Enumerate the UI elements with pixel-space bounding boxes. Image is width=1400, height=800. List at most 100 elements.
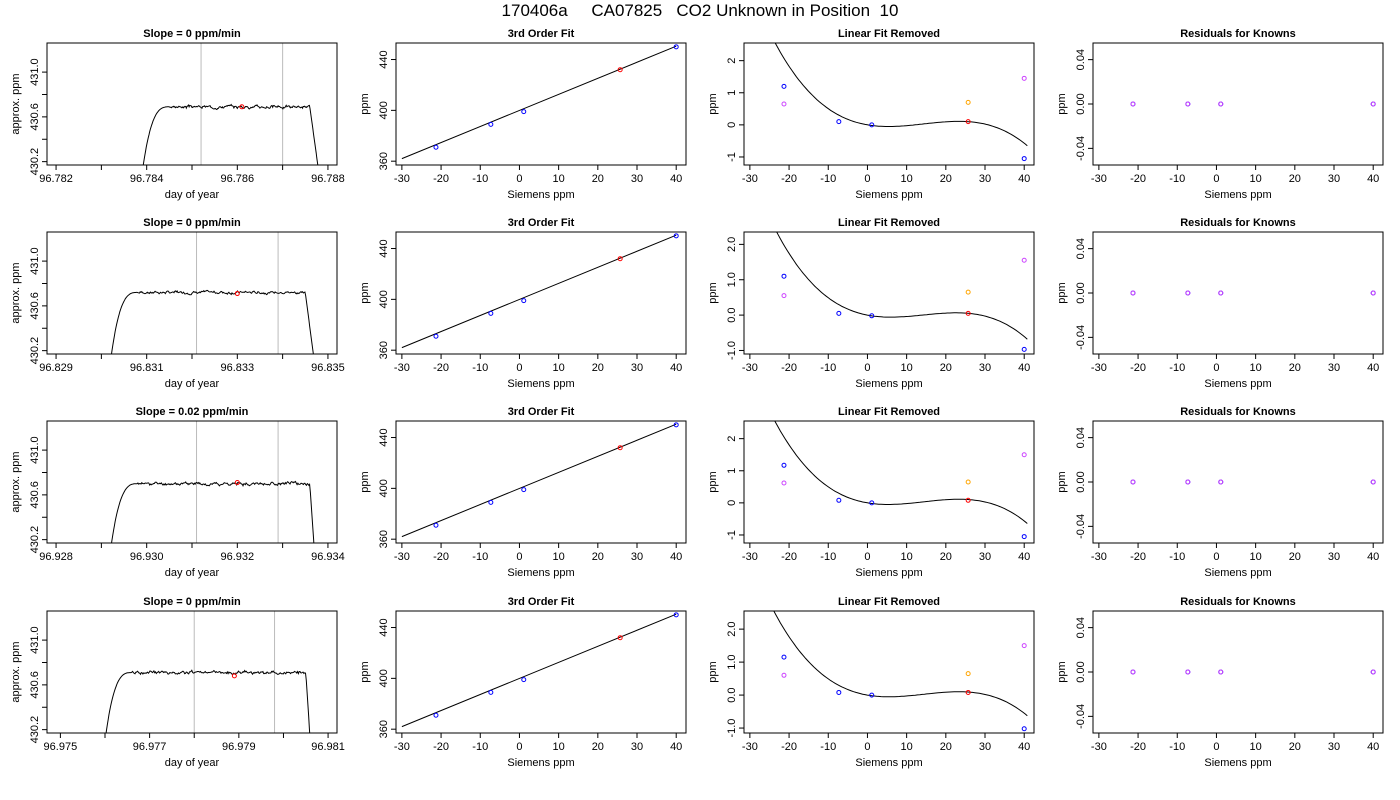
data-point <box>1185 669 1191 675</box>
x-tick-label: 96.977 <box>133 741 167 753</box>
data-point <box>1218 479 1224 485</box>
data-point <box>781 654 787 660</box>
y-tick-label: 0.04 <box>1075 49 1087 70</box>
x-tick-label: 20 <box>940 551 952 563</box>
x-tick-label: 10 <box>901 173 913 185</box>
plot-frame <box>743 610 1035 734</box>
x-tick-label: 0 <box>1213 362 1219 374</box>
y-tick-label: 430.2 <box>29 337 41 365</box>
x-tick-label: 20 <box>592 551 604 563</box>
y-tick-label: -1 <box>726 530 738 540</box>
data-point <box>1370 479 1376 485</box>
data-point <box>433 712 439 718</box>
y-axis-label: ppm <box>359 282 371 303</box>
data-point <box>1021 726 1027 732</box>
data-point <box>836 497 842 503</box>
plot-frame <box>46 42 338 166</box>
data-point <box>673 233 679 239</box>
x-tick-label: -10 <box>472 551 488 563</box>
data-point <box>1185 101 1191 107</box>
plot-frame <box>743 42 1035 166</box>
y-axis-label: ppm <box>1056 471 1068 492</box>
panel-2-2: Linear Fit Removed-30 -20 -10 0 10 20 30 40-101… <box>707 406 1035 579</box>
x-tick-label: -10 <box>472 362 488 374</box>
x-tick-label: 96.782 <box>39 173 73 185</box>
data-point <box>781 293 787 299</box>
y-tick-label: 0.00 <box>1075 93 1087 114</box>
y-axis-label: ppm <box>1056 93 1068 114</box>
x-tick-label: 20 <box>592 362 604 374</box>
x-tick-label: 30 <box>979 551 991 563</box>
data-point <box>673 422 679 428</box>
x-axis-label: Siemens ppm <box>1204 189 1271 201</box>
y-tick-label: 431.0 <box>29 58 41 86</box>
plot-frame <box>395 231 687 355</box>
x-tick-label: -10 <box>820 173 836 185</box>
y-tick-label: 2 <box>726 58 738 64</box>
data-point <box>965 119 971 125</box>
data-point <box>488 689 494 695</box>
plot-region <box>401 233 679 349</box>
y-tick-label: 400 <box>378 669 390 687</box>
data-point <box>836 310 842 316</box>
y-axis-label: ppm <box>1056 661 1068 682</box>
data-point <box>965 689 971 695</box>
x-axis-label: Siemens ppm <box>855 567 922 579</box>
data-point <box>1021 534 1027 540</box>
fit-line <box>401 613 677 728</box>
panel-title: Residuals for Knowns <box>1180 28 1296 40</box>
panel-1-3: Residuals for Knowns -30 -20 -10 0 10 20 30 40 -0… <box>1056 217 1384 390</box>
x-tick-label: 0 <box>1213 173 1219 185</box>
plot-region <box>401 422 679 538</box>
y-tick-label: 0.00 <box>1075 661 1087 682</box>
data-point <box>1021 643 1027 649</box>
x-tick-label: 30 <box>1328 173 1340 185</box>
x-tick-label: 40 <box>670 741 682 753</box>
data-point <box>836 689 842 695</box>
y-tick-label: 440 <box>378 239 390 257</box>
plot-region <box>111 421 315 543</box>
x-axis-label: day of year <box>165 378 220 390</box>
data-point <box>1021 452 1027 458</box>
x-tick-label: 96.930 <box>130 551 164 563</box>
panel-2-0: Slope = 0.02 ppm/min 96.928 96.930 96.932 96… <box>10 406 345 579</box>
panel-title: 3rd Order Fit <box>508 596 575 608</box>
x-tick-label: -30 <box>742 741 758 753</box>
y-axis-label: approx. ppm <box>10 451 22 512</box>
x-tick-label: 20 <box>592 173 604 185</box>
plot-region <box>110 232 314 354</box>
data-point <box>1218 669 1224 675</box>
x-tick-label: 96.833 <box>220 362 254 374</box>
x-tick-label: 40 <box>1367 362 1379 374</box>
plot-frame <box>395 610 687 734</box>
unknown-point <box>234 291 240 297</box>
panel-3-1: 3rd Order Fit -30 -20 -10 0 10 20 30 40 360 400 440… <box>359 596 687 769</box>
x-tick-label: 96.975 <box>44 741 78 753</box>
x-tick-label: -10 <box>820 741 836 753</box>
x-tick-label: 30 <box>631 362 643 374</box>
y-tick-label: 1.0 <box>726 654 738 669</box>
x-tick-label: -30 <box>394 173 410 185</box>
y-tick-label: 430.6 <box>29 481 41 509</box>
y-tick-label: 431.0 <box>29 247 41 275</box>
y-tick-label: 440 <box>378 618 390 636</box>
plot-frame <box>46 610 338 734</box>
unknown-point <box>231 673 237 679</box>
x-tick-label: -20 <box>781 741 797 753</box>
data-point <box>1130 669 1136 675</box>
x-axis-label: Siemens ppm <box>1204 378 1271 390</box>
x-tick-label: -30 <box>394 362 410 374</box>
x-tick-label: -30 <box>394 741 410 753</box>
x-tick-label: 96.981 <box>311 741 345 753</box>
data-point <box>869 692 875 698</box>
panel-title: Slope = 0 ppm/min <box>143 596 241 608</box>
x-tick-label: 20 <box>940 741 952 753</box>
panel-title: Residuals for Knowns <box>1180 406 1296 418</box>
panel-title: 3rd Order Fit <box>508 28 575 40</box>
y-tick-label: 360 <box>378 530 390 548</box>
x-tick-label: 96.831 <box>130 362 164 374</box>
x-axis-label: Siemens ppm <box>507 567 574 579</box>
y-axis-label: ppm <box>707 471 719 492</box>
x-tick-label: 10 <box>553 551 565 563</box>
y-tick-label: 400 <box>378 101 390 119</box>
